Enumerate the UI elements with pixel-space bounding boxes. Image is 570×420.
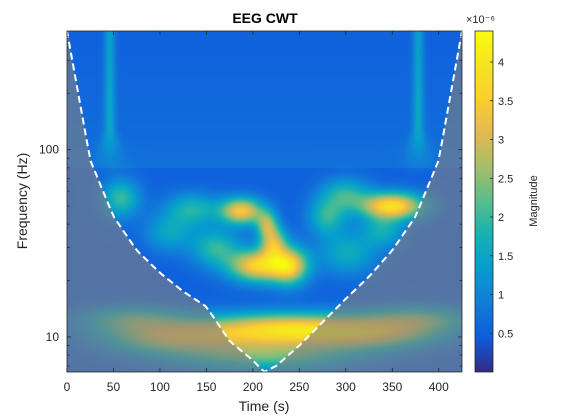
y-axis-label: Frequency (Hz) bbox=[14, 153, 30, 249]
x-tick-label: 150 bbox=[196, 380, 216, 394]
x-tick-label: 200 bbox=[243, 380, 263, 394]
y-tick-label: 100 bbox=[39, 143, 59, 157]
colorbar-tick-label: 4 bbox=[498, 57, 504, 69]
colorbar-tick-label: 1 bbox=[498, 290, 504, 302]
plot-area bbox=[67, 31, 462, 372]
x-tick-label: 250 bbox=[289, 380, 309, 394]
chart-title: EEG CWT bbox=[232, 10, 298, 26]
x-tick-label: 0 bbox=[64, 380, 71, 394]
x-axis-label: Time (s) bbox=[239, 398, 290, 414]
colorbar-tick-label: 0.5 bbox=[498, 328, 513, 340]
colorbar-tick-label: 1.5 bbox=[498, 251, 513, 263]
colorbar-tick-label: 3 bbox=[498, 135, 504, 147]
colorbar-tick-label: 3.5 bbox=[498, 96, 513, 108]
colorbar-label: Magnitude bbox=[528, 175, 540, 226]
x-axis: 0 50 100 150 200 250 300 350 400 bbox=[64, 31, 449, 394]
colorbar: 0.5 1 1.5 2 2.5 3 3.5 4 ×10⁻⁶ Magnitude bbox=[466, 14, 540, 373]
colorbar-exponent: ×10⁻⁶ bbox=[466, 14, 495, 26]
x-tick-label: 350 bbox=[382, 380, 402, 394]
colorbar-frame bbox=[474, 30, 494, 373]
x-tick-label: 400 bbox=[429, 380, 449, 394]
colorbar-ticks: 0.5 1 1.5 2 2.5 3 3.5 4 bbox=[490, 57, 513, 340]
heatmap-canvas bbox=[67, 31, 462, 372]
plot-frame bbox=[66, 30, 463, 373]
colorbar-gradient bbox=[475, 31, 493, 372]
y-tick-label: 10 bbox=[46, 330, 60, 344]
x-tick-label: 50 bbox=[107, 380, 121, 394]
colorbar-tick-label: 2 bbox=[498, 212, 504, 224]
colorbar-tick-label: 2.5 bbox=[498, 173, 513, 185]
y-axis: 10 100 bbox=[39, 36, 462, 367]
x-tick-label: 100 bbox=[150, 380, 170, 394]
x-tick-label: 300 bbox=[336, 380, 356, 394]
